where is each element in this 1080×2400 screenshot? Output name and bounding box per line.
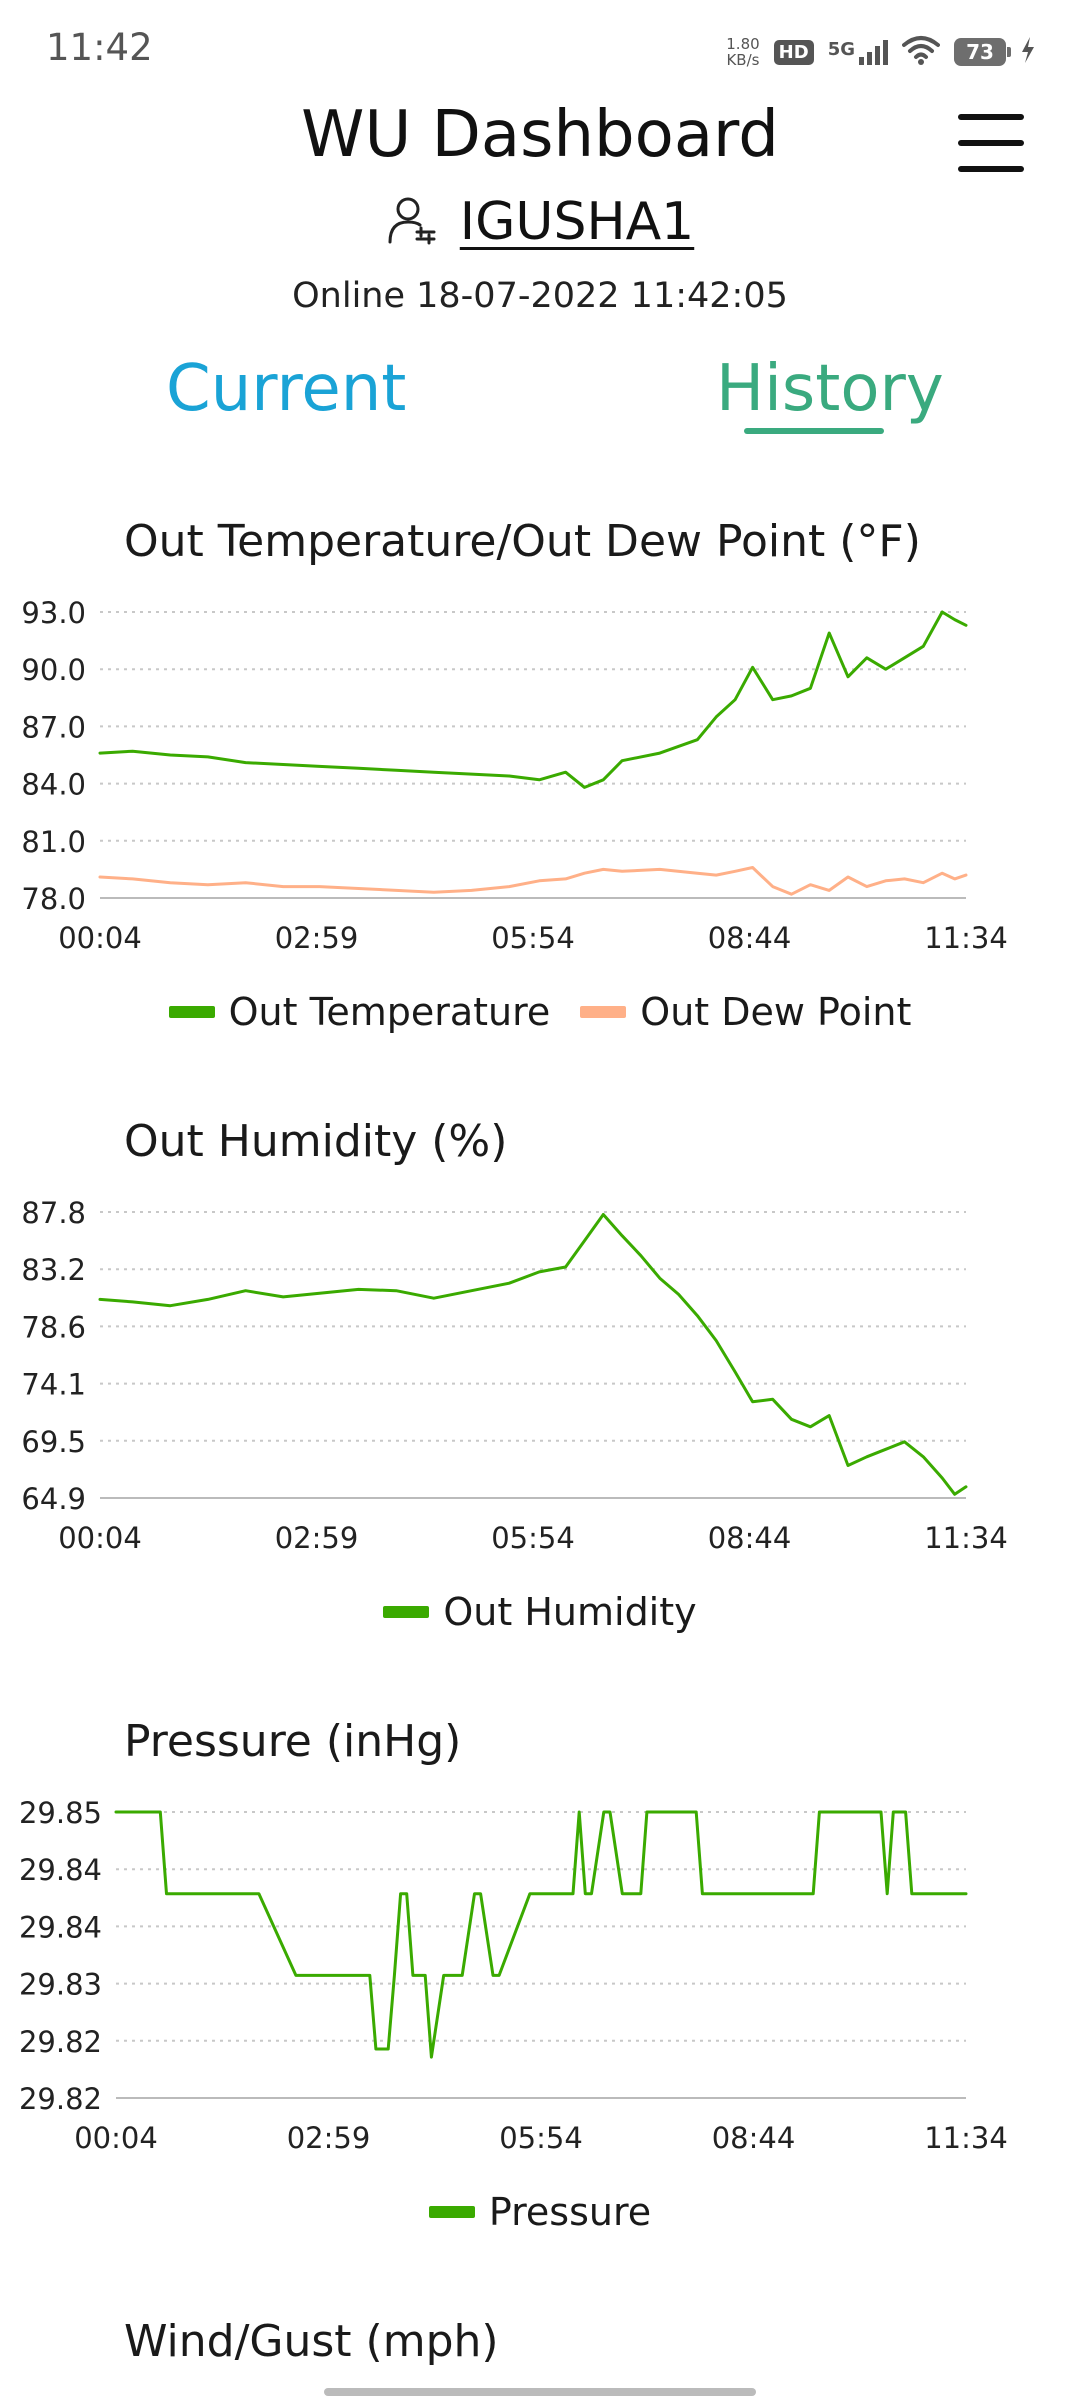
y-tick-label: 87.8 bbox=[21, 1196, 86, 1230]
legend-label-out-dew-point: Out Dew Point bbox=[640, 990, 912, 1034]
tab-history[interactable]: History bbox=[716, 352, 944, 426]
x-tick-label: 11:34 bbox=[924, 1521, 1008, 1555]
tab-current[interactable]: Current bbox=[166, 352, 407, 426]
y-tick-label: 87.0 bbox=[21, 710, 86, 744]
chart-title-temperature: Out Temperature/Out Dew Point (°F) bbox=[124, 516, 921, 567]
x-tick-label: 05:54 bbox=[499, 2121, 583, 2155]
wifi-icon bbox=[902, 35, 940, 69]
y-tick-label: 81.0 bbox=[21, 825, 86, 859]
y-tick-label: 74.1 bbox=[21, 1368, 86, 1402]
y-tick-label: 29.84 bbox=[19, 1910, 102, 1944]
x-tick-label: 00:04 bbox=[58, 921, 142, 955]
legend-label-out-humidity: Out Humidity bbox=[443, 1590, 697, 1634]
legend-item-out-temperature[interactable]: Out Temperature bbox=[168, 990, 551, 1034]
temperature-dewpoint-chart: 93.0 90.0 87.0 84.0 81.0 78.0 00:04 02:59 05:54 0… bbox=[21, 596, 1008, 955]
x-tick-label: 11:34 bbox=[924, 921, 1008, 955]
status-icons: 1.80 KB/s HD 5G bbox=[726, 30, 1036, 74]
x-tick-label: 08:44 bbox=[708, 1521, 792, 1555]
y-tick-label: 78.6 bbox=[21, 1310, 86, 1344]
menu-icon[interactable] bbox=[958, 114, 1024, 172]
series-line-out-humidity bbox=[98, 1213, 968, 1496]
y-tick-label: 90.0 bbox=[21, 653, 86, 687]
hd-badge: HD bbox=[773, 39, 814, 65]
y-tick-label: 83.2 bbox=[21, 1253, 86, 1287]
humidity-legend: Out Humidity bbox=[0, 1590, 1080, 1634]
battery-icon: 73 bbox=[954, 38, 1011, 66]
y-tick-label: 84.0 bbox=[21, 768, 86, 802]
y-tick-label: 29.82 bbox=[19, 2025, 102, 2059]
pressure-legend: Pressure bbox=[0, 2190, 1080, 2234]
y-tick-label: 93.0 bbox=[21, 596, 86, 630]
humidity-chart: 87.8 83.2 78.6 74.1 69.5 64.9 00:04 02:59 05:54 0… bbox=[21, 1196, 1008, 1555]
network-speed: 1.80 KB/s bbox=[726, 36, 759, 68]
station-id-link[interactable]: IGUSHA1 bbox=[459, 192, 695, 252]
x-tick-label: 00:04 bbox=[58, 1521, 142, 1555]
x-tick-label: 02:59 bbox=[287, 2121, 371, 2155]
charging-icon bbox=[1020, 36, 1036, 68]
signal-icon: 5G bbox=[828, 39, 888, 65]
x-tick-label: 05:54 bbox=[491, 1521, 575, 1555]
chart-title-humidity: Out Humidity (%) bbox=[124, 1116, 508, 1167]
chart-title-wind-gust: Wind/Gust (mph) bbox=[124, 2316, 499, 2367]
pressure-chart: 29.85 29.84 29.84 29.83 29.82 29.82 00:04 02:59… bbox=[19, 1796, 1008, 2155]
user-settings-icon[interactable] bbox=[386, 194, 438, 250]
legend-item-out-humidity[interactable]: Out Humidity bbox=[383, 1590, 697, 1634]
online-status: Online 18-07-2022 11:42:05 bbox=[292, 276, 788, 316]
battery-level: 73 bbox=[966, 40, 994, 64]
legend-swatch-out-dew-point bbox=[580, 1006, 627, 1018]
y-tick-label: 29.84 bbox=[19, 1853, 102, 1887]
y-tick-label: 29.82 bbox=[19, 2082, 102, 2116]
x-tick-label: 08:44 bbox=[708, 921, 792, 955]
y-tick-label: 29.85 bbox=[19, 1796, 102, 1830]
network-speed-value: 1.80 bbox=[726, 35, 760, 53]
legend-label-out-temperature: Out Temperature bbox=[228, 990, 551, 1034]
series-line-out-dew-point bbox=[98, 866, 968, 896]
y-tick-label: 78.0 bbox=[21, 882, 86, 916]
network-type: 5G bbox=[827, 39, 855, 60]
status-bar: 11:42 1.80 KB/s HD 5G bbox=[0, 0, 1080, 100]
legend-swatch-out-temperature bbox=[168, 1006, 215, 1018]
legend-swatch-out-humidity bbox=[383, 1606, 430, 1618]
series-line-pressure bbox=[114, 1810, 968, 2059]
network-speed-unit: KB/s bbox=[726, 51, 760, 69]
temperature-legend: Out Temperature Out Dew Point bbox=[0, 990, 1080, 1034]
legend-item-out-dew-point[interactable]: Out Dew Point bbox=[580, 990, 911, 1034]
x-tick-label: 00:04 bbox=[74, 2121, 158, 2155]
series-line-out-temperature bbox=[98, 610, 968, 789]
x-tick-label: 05:54 bbox=[491, 921, 575, 955]
tab-history-active-indicator bbox=[744, 428, 884, 434]
y-tick-label: 64.9 bbox=[21, 1482, 86, 1516]
y-tick-label: 69.5 bbox=[21, 1425, 86, 1459]
legend-swatch-pressure bbox=[428, 2206, 475, 2218]
status-time: 11:42 bbox=[46, 26, 153, 69]
x-tick-label: 02:59 bbox=[275, 1521, 359, 1555]
legend-item-pressure[interactable]: Pressure bbox=[428, 2190, 652, 2234]
station-row: IGUSHA1 bbox=[0, 192, 1080, 252]
x-tick-label: 08:44 bbox=[712, 2121, 796, 2155]
chart-title-pressure: Pressure (inHg) bbox=[124, 1716, 462, 1767]
home-indicator[interactable] bbox=[324, 2388, 756, 2396]
x-tick-label: 02:59 bbox=[275, 921, 359, 955]
app-title: WU Dashboard bbox=[301, 98, 779, 172]
x-tick-label: 11:34 bbox=[924, 2121, 1008, 2155]
y-tick-label: 29.83 bbox=[19, 1968, 102, 2002]
legend-label-pressure: Pressure bbox=[488, 2190, 652, 2234]
